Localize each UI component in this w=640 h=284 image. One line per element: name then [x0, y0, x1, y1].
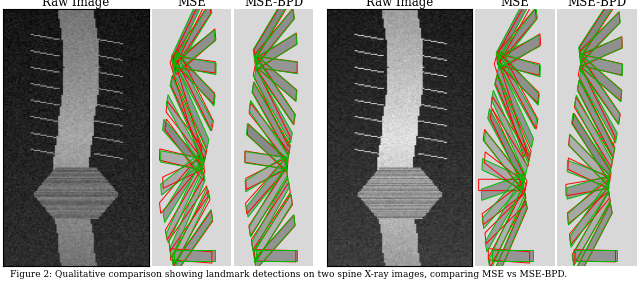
Polygon shape: [172, 187, 209, 269]
Polygon shape: [255, 8, 294, 67]
Polygon shape: [175, 51, 215, 106]
Polygon shape: [166, 159, 203, 243]
Title: MSE-BPD: MSE-BPD: [244, 0, 303, 9]
Polygon shape: [253, 193, 292, 263]
Polygon shape: [488, 108, 525, 185]
Polygon shape: [580, 12, 620, 63]
Polygon shape: [252, 82, 290, 156]
Polygon shape: [245, 152, 287, 169]
Polygon shape: [254, 69, 292, 143]
Polygon shape: [252, 177, 289, 252]
Polygon shape: [161, 151, 202, 170]
Polygon shape: [256, 55, 297, 102]
Polygon shape: [567, 176, 608, 199]
Polygon shape: [496, 0, 534, 62]
Polygon shape: [481, 175, 523, 201]
Polygon shape: [579, 68, 617, 143]
Polygon shape: [175, 54, 212, 131]
Polygon shape: [579, 0, 618, 58]
Polygon shape: [256, 59, 295, 125]
Polygon shape: [482, 159, 524, 189]
Polygon shape: [255, 215, 295, 270]
Polygon shape: [495, 76, 530, 163]
Polygon shape: [166, 95, 204, 171]
Title: Raw Image: Raw Image: [42, 0, 109, 9]
Polygon shape: [483, 174, 523, 229]
Polygon shape: [174, 30, 215, 72]
Polygon shape: [255, 250, 297, 261]
Polygon shape: [488, 186, 525, 271]
Polygon shape: [175, 55, 216, 75]
Polygon shape: [492, 90, 527, 176]
Polygon shape: [253, 0, 291, 60]
Polygon shape: [492, 198, 527, 284]
Polygon shape: [581, 55, 622, 102]
Polygon shape: [161, 153, 202, 195]
Polygon shape: [256, 56, 298, 74]
Polygon shape: [497, 64, 534, 148]
Polygon shape: [499, 52, 540, 105]
Polygon shape: [484, 131, 524, 189]
Polygon shape: [246, 158, 287, 217]
Title: MSE-BPD: MSE-BPD: [568, 0, 627, 9]
Polygon shape: [569, 135, 609, 186]
Polygon shape: [172, 0, 208, 66]
Polygon shape: [245, 156, 286, 192]
Polygon shape: [499, 55, 537, 129]
Polygon shape: [173, 63, 209, 149]
Polygon shape: [170, 171, 205, 258]
Polygon shape: [568, 177, 608, 225]
Polygon shape: [575, 203, 612, 281]
Polygon shape: [255, 34, 297, 69]
Polygon shape: [580, 60, 620, 124]
Title: MSE: MSE: [500, 0, 529, 9]
Polygon shape: [174, 250, 216, 261]
Title: MSE: MSE: [177, 0, 206, 9]
Polygon shape: [249, 101, 289, 166]
Polygon shape: [581, 54, 623, 76]
Polygon shape: [497, 8, 538, 67]
Polygon shape: [246, 124, 287, 170]
Polygon shape: [173, 3, 212, 72]
Polygon shape: [163, 119, 203, 174]
Polygon shape: [577, 80, 614, 158]
Polygon shape: [572, 113, 611, 180]
Polygon shape: [567, 160, 609, 187]
Polygon shape: [485, 178, 523, 252]
Polygon shape: [580, 37, 622, 65]
Polygon shape: [170, 76, 206, 162]
Text: Figure 2: Qualitative comparison showing landmark detections on two spine X-ray : Figure 2: Qualitative comparison showing…: [10, 270, 566, 279]
Polygon shape: [570, 182, 609, 247]
Polygon shape: [173, 210, 212, 275]
Polygon shape: [499, 53, 540, 77]
Polygon shape: [572, 191, 610, 266]
Title: Raw Image: Raw Image: [366, 0, 433, 9]
Polygon shape: [492, 250, 533, 261]
Polygon shape: [249, 165, 287, 237]
Polygon shape: [499, 35, 540, 67]
Polygon shape: [575, 95, 612, 171]
Polygon shape: [163, 153, 202, 222]
Polygon shape: [575, 250, 617, 261]
